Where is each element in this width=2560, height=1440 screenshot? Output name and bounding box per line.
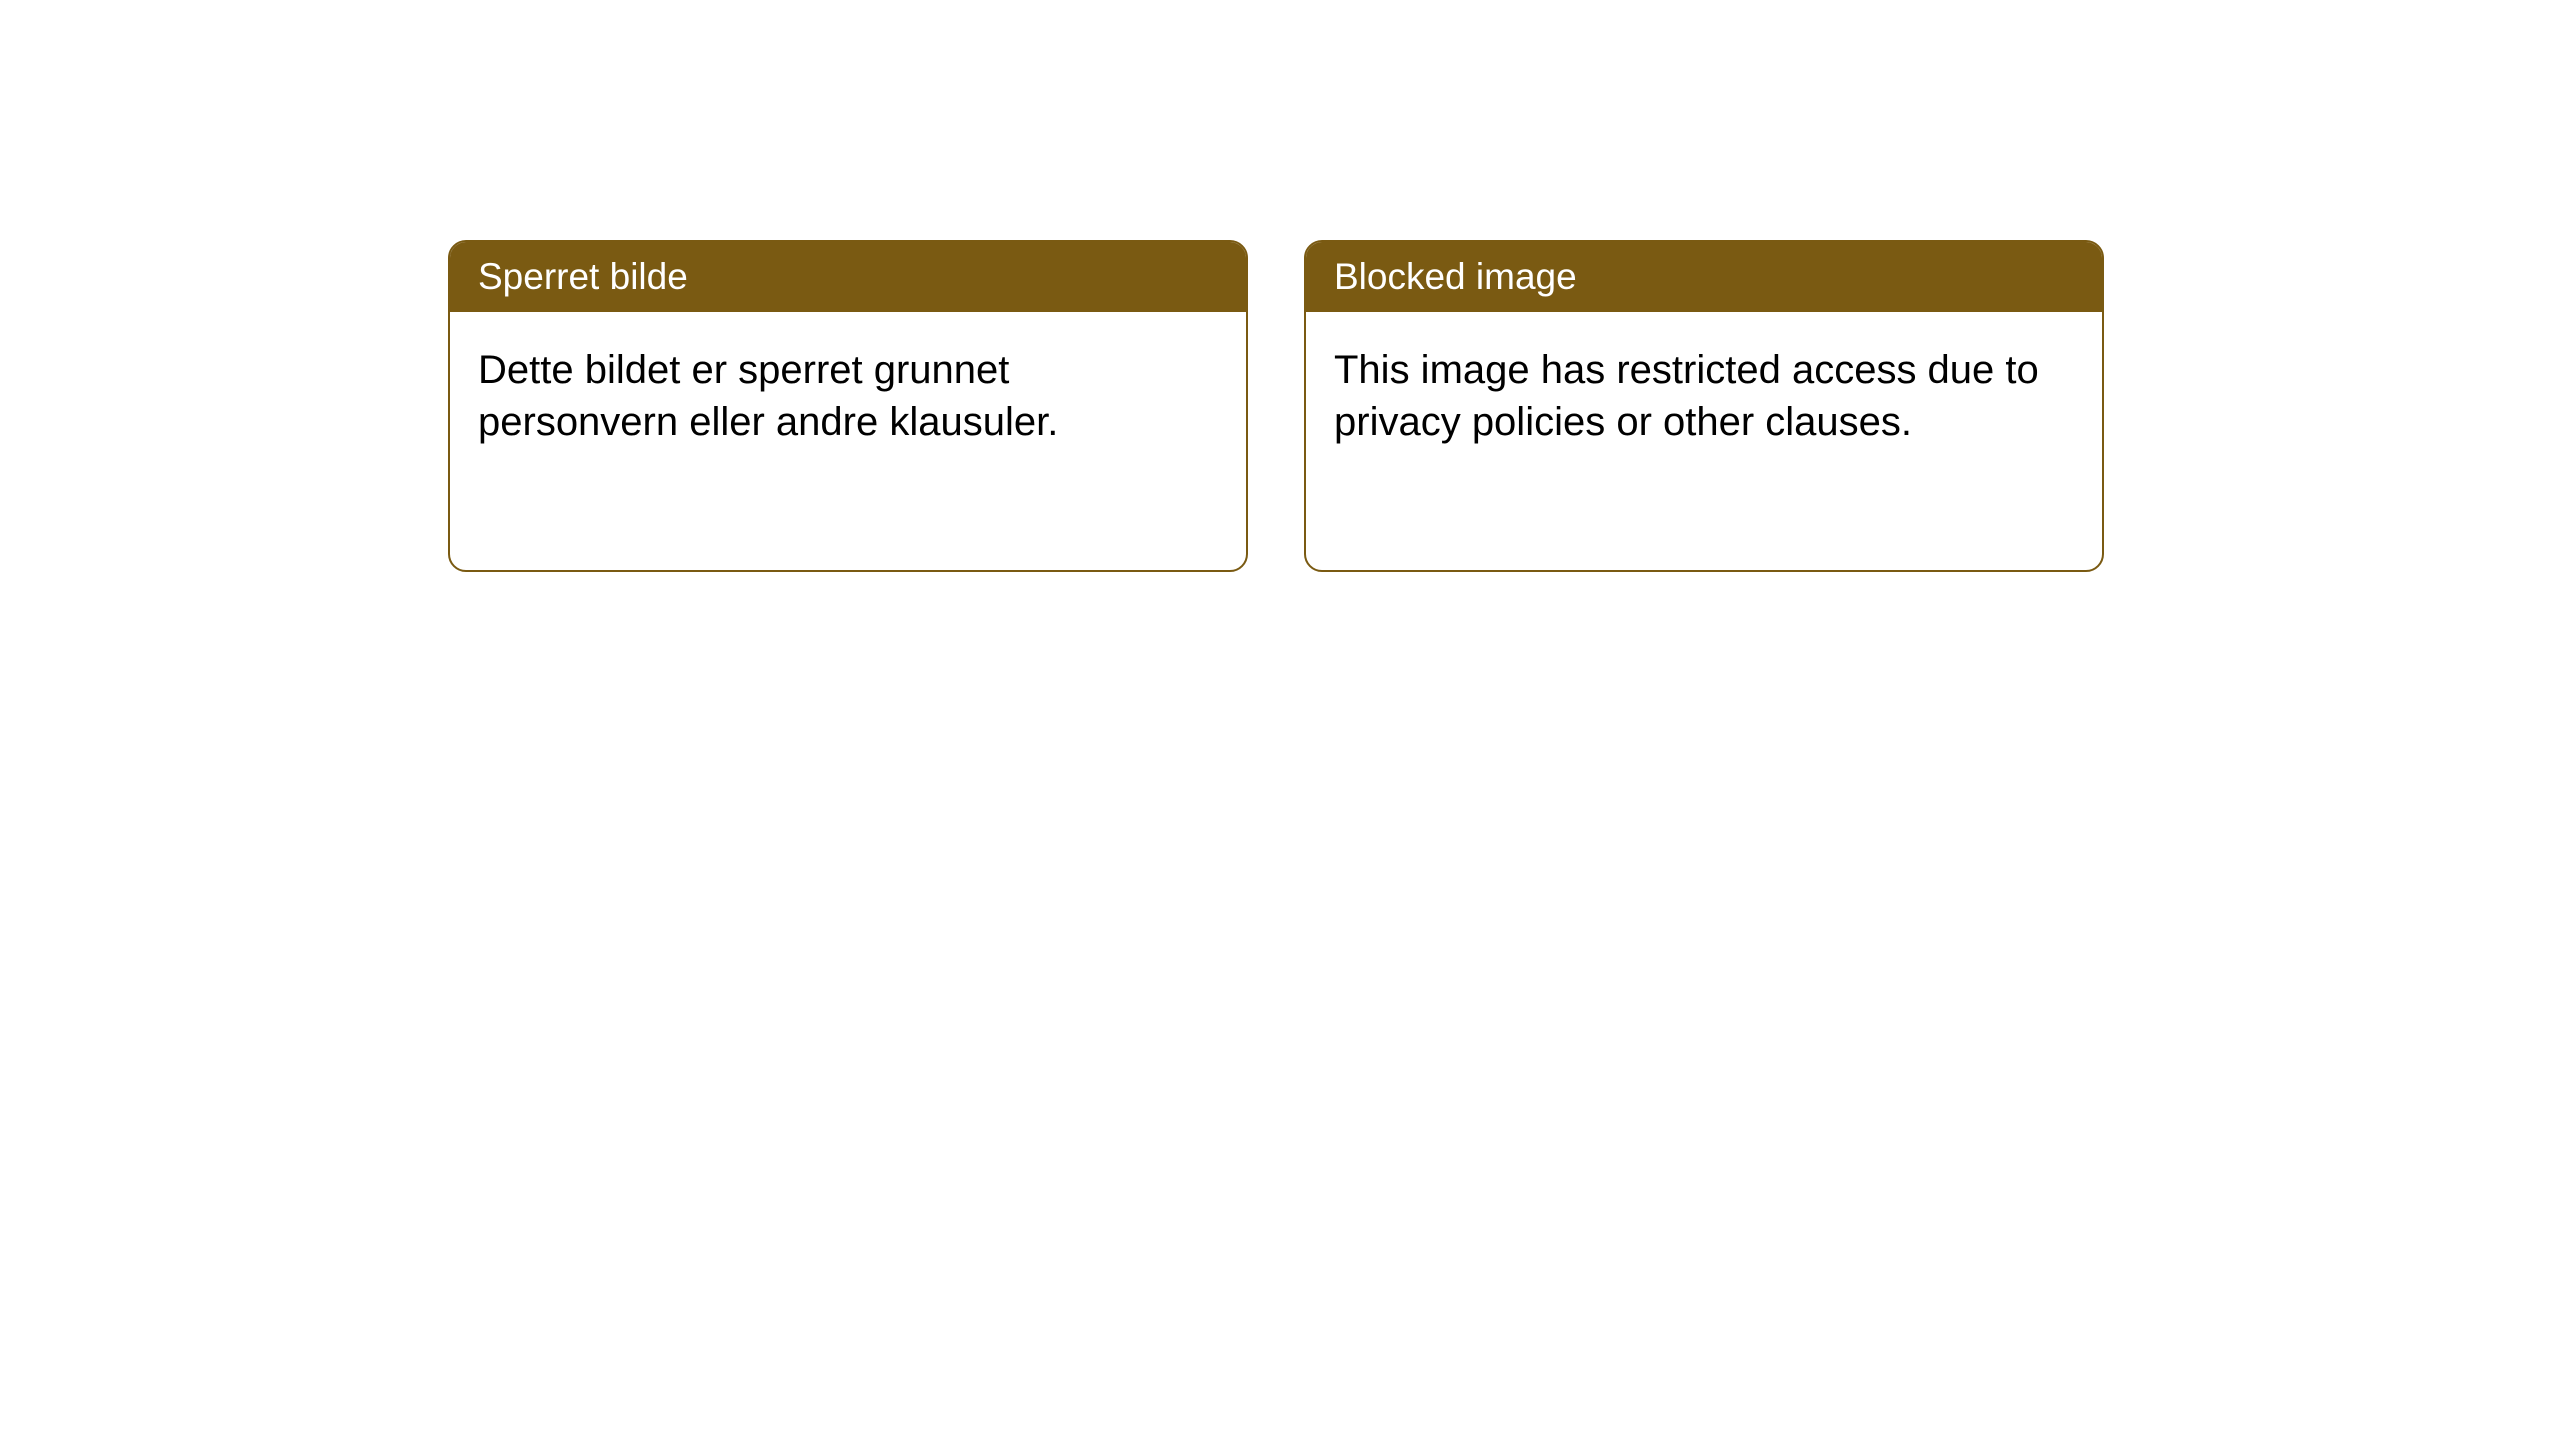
card-text-norwegian: Dette bildet er sperret grunnet personve… bbox=[478, 348, 1058, 444]
card-header-english: Blocked image bbox=[1306, 242, 2102, 312]
card-norwegian: Sperret bilde Dette bildet er sperret gr… bbox=[448, 240, 1248, 572]
card-body-english: This image has restricted access due to … bbox=[1306, 312, 2102, 480]
card-title-norwegian: Sperret bilde bbox=[478, 256, 688, 297]
card-title-english: Blocked image bbox=[1334, 256, 1577, 297]
card-text-english: This image has restricted access due to … bbox=[1334, 348, 2039, 444]
card-header-norwegian: Sperret bilde bbox=[450, 242, 1246, 312]
card-body-norwegian: Dette bildet er sperret grunnet personve… bbox=[450, 312, 1246, 480]
card-english: Blocked image This image has restricted … bbox=[1304, 240, 2104, 572]
cards-container: Sperret bilde Dette bildet er sperret gr… bbox=[448, 240, 2560, 572]
